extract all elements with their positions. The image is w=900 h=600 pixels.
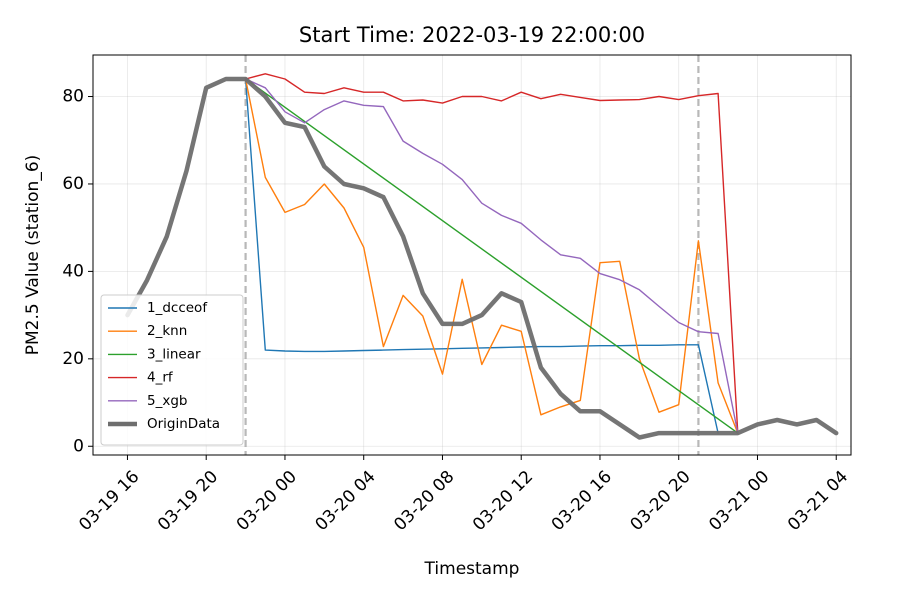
y-axis-label: PM2.5 Value (station_6) (23, 155, 43, 356)
chart-title: Start Time: 2022-03-19 22:00:00 (299, 23, 645, 47)
series-line-origindata (125, 76, 839, 440)
legend-box (100, 294, 244, 446)
y-tick-label: 60 (62, 174, 84, 194)
y-tick-label: 40 (62, 261, 84, 281)
y-tick-label: 0 (73, 436, 84, 456)
series-line-3-linear (244, 78, 739, 434)
legend-label: 1_dcceof (147, 300, 208, 316)
y-tick-label: 80 (62, 87, 84, 107)
series-line-5-xgb (244, 78, 739, 434)
y-axis: 0 20 40 60 80 (62, 87, 93, 456)
series-lines (125, 73, 839, 440)
legend-label: 2_knn (147, 323, 187, 339)
legend-label: 5_xgb (147, 393, 187, 409)
legend: 1_dcceof 2_knn 3_linear 4_rf 5_xgb OriginData (100, 294, 244, 446)
legend-label: OriginData (147, 416, 220, 432)
series-line-1-dcceof (244, 78, 719, 434)
x-axis-label: Timestamp (424, 559, 520, 579)
legend-label: 3_linear (147, 346, 201, 362)
y-tick-label: 20 (62, 349, 84, 369)
series-line-4-rf (244, 73, 739, 434)
reference-lines (244, 55, 700, 455)
plot-frame (92, 54, 852, 456)
series-line-2-knn (244, 78, 739, 434)
legend-label: 4_rf (147, 370, 174, 386)
